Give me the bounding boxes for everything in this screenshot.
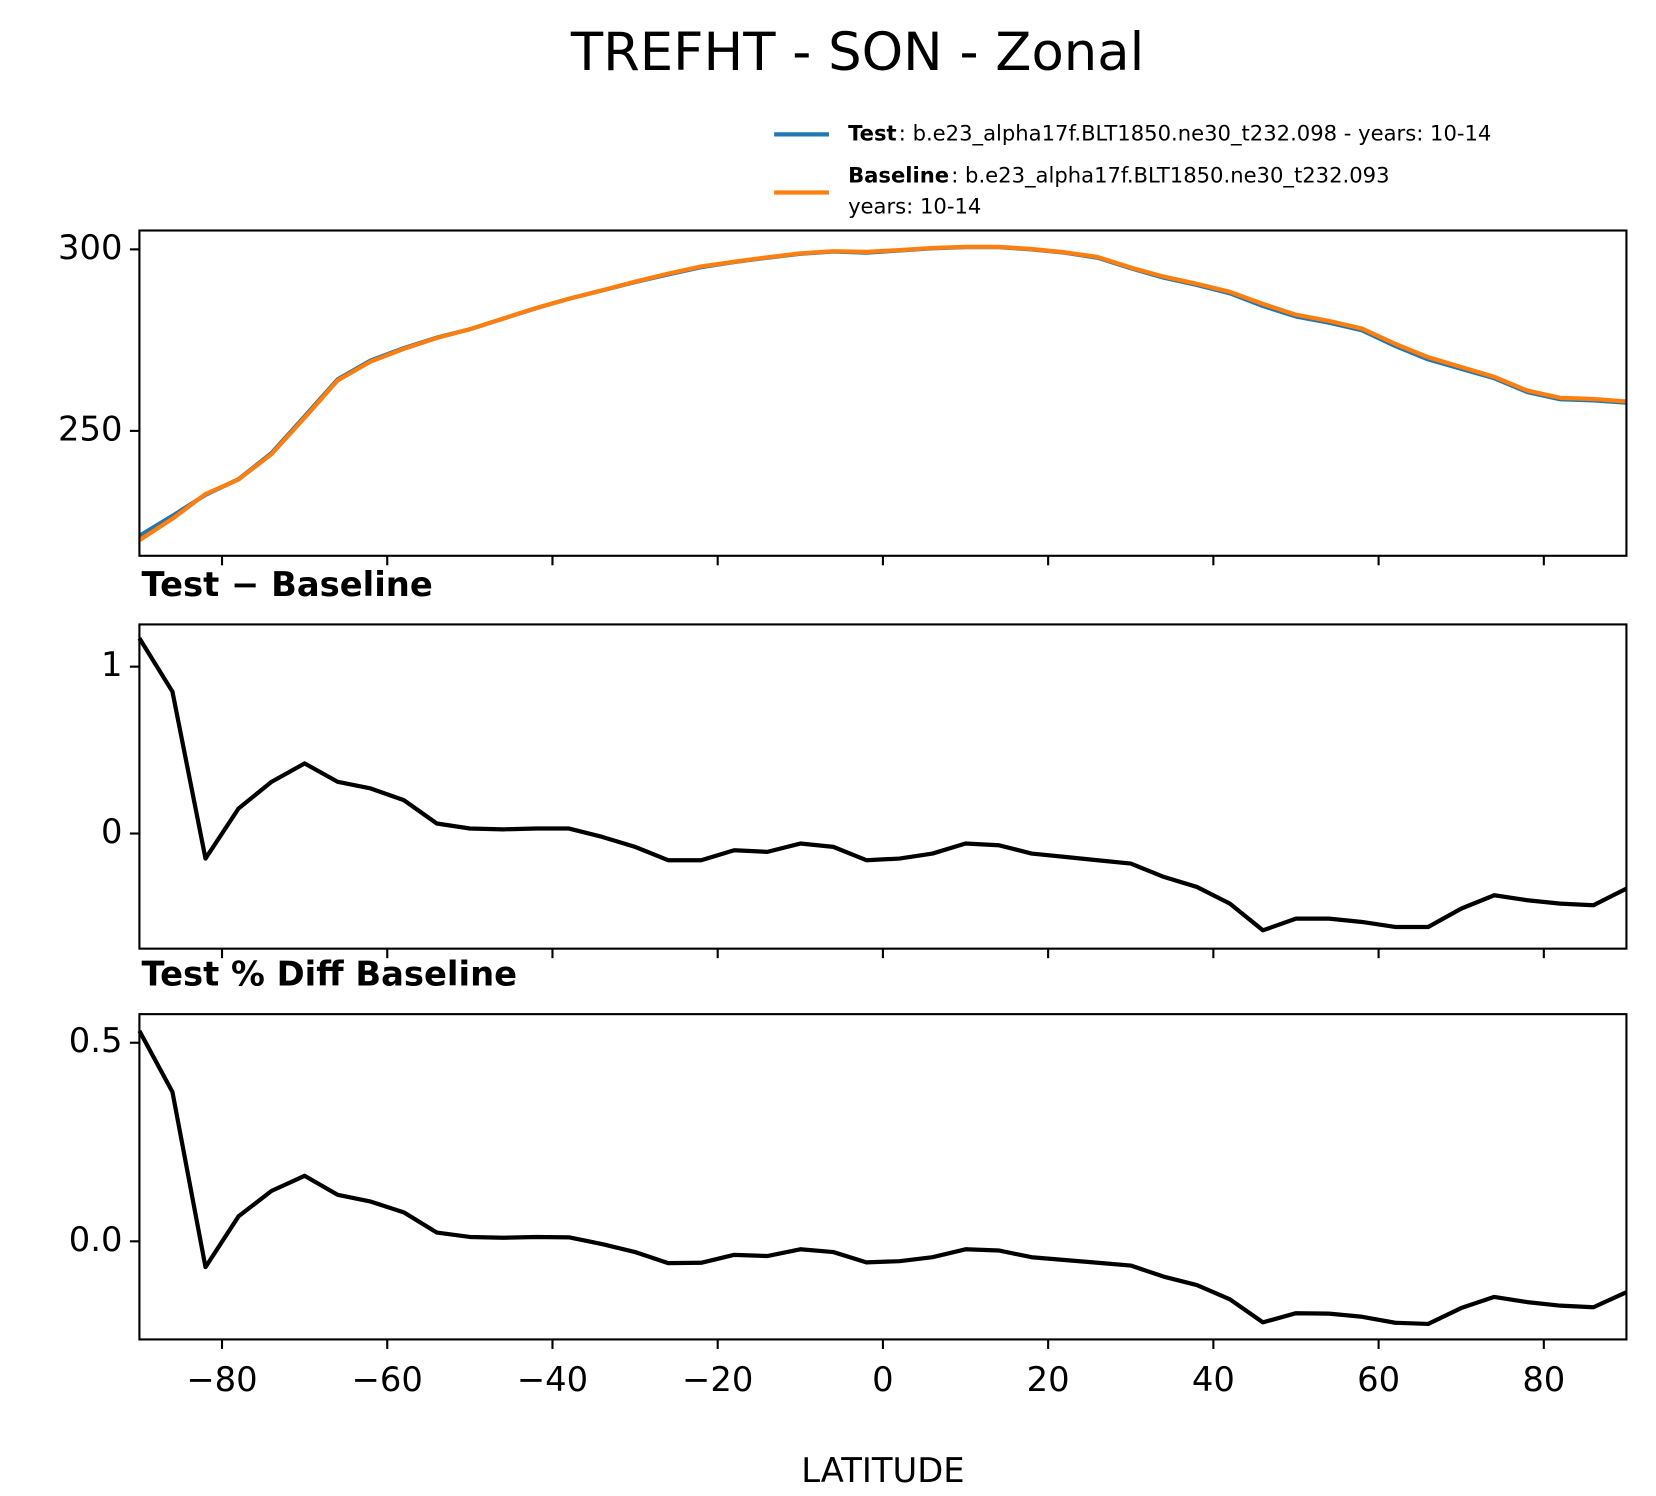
data-line <box>137 1029 1628 1327</box>
plot-frame <box>138 623 1628 950</box>
y-tick-label: 300 <box>58 228 122 267</box>
y-tick-label: 250 <box>58 409 122 448</box>
x-tick-label: 20 <box>1027 1360 1070 1399</box>
x-tick-label: −40 <box>517 1360 588 1399</box>
data-line <box>138 245 1627 538</box>
x-tick-label: 80 <box>1522 1360 1565 1399</box>
legend-description: years: 10-14 <box>848 193 981 218</box>
legend-label: Baseline <box>848 163 949 188</box>
y-tick-label: 1 <box>101 645 123 684</box>
y-tick-label: 0.5 <box>69 1021 123 1060</box>
x-tick-label: 40 <box>1192 1360 1235 1399</box>
figure-title: TREFHT - SON - Zonal <box>570 22 1144 83</box>
data-line <box>138 244 1627 542</box>
legend-label: Test <box>848 120 897 145</box>
data-line <box>137 637 1628 933</box>
x-axis-label: LATITUDE <box>801 1451 964 1490</box>
legend-description: : b.e23_alpha17f.BLT1850.ne30_t232.093 <box>951 163 1389 189</box>
x-tick-label: −60 <box>352 1360 423 1399</box>
panel-title: Test − Baseline <box>142 565 433 604</box>
legend-description: : b.e23_alpha17f.BLT1850.ne30_t232.098 -… <box>899 120 1492 146</box>
x-tick-label: −20 <box>682 1360 753 1399</box>
y-tick-label: 0 <box>101 812 123 851</box>
plot-frame <box>138 1013 1628 1341</box>
y-tick-label: 0.0 <box>69 1220 123 1259</box>
x-tick-label: −80 <box>186 1360 257 1399</box>
plot-frame <box>138 229 1628 557</box>
panel-title: Test % Diff Baseline <box>142 955 518 994</box>
x-tick-label: 60 <box>1357 1360 1400 1399</box>
x-tick-label: 0 <box>872 1360 894 1399</box>
